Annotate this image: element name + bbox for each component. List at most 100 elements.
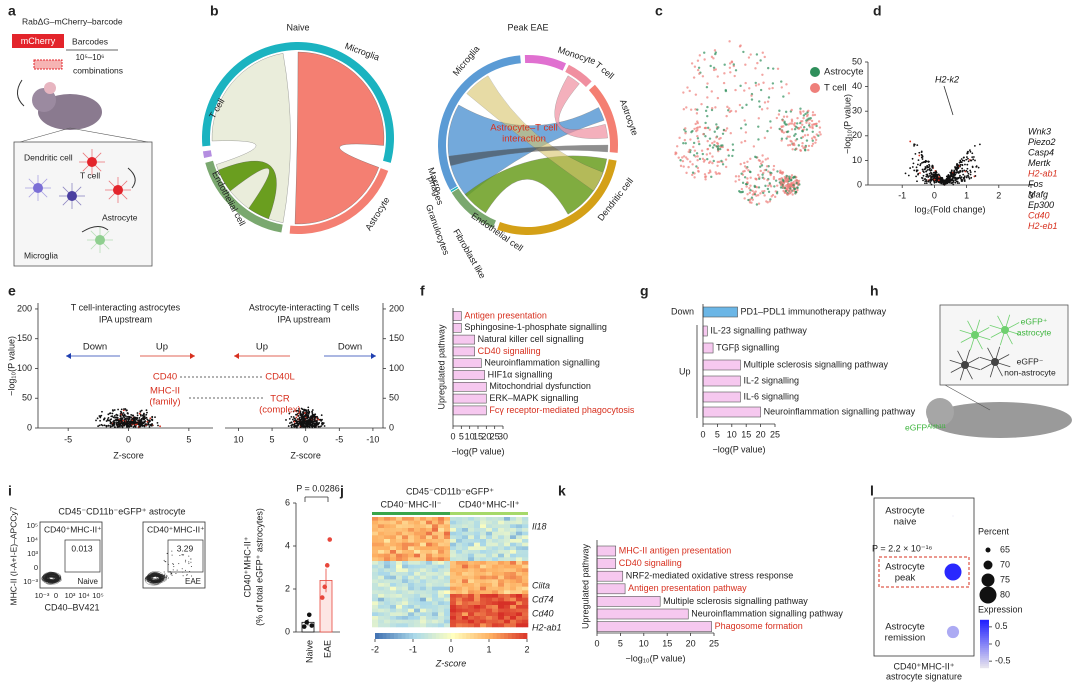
network-node	[689, 108, 693, 111]
colorbar-cell	[428, 633, 433, 639]
arrow-head	[371, 353, 376, 359]
network-node	[712, 66, 716, 69]
heatmap-cell	[486, 528, 493, 532]
network-node	[744, 131, 748, 134]
network-node	[768, 200, 772, 203]
network-node	[704, 175, 708, 178]
decorative-contour	[145, 574, 163, 582]
heatmap-cell	[390, 623, 397, 628]
decorative-dot	[916, 169, 919, 172]
decorative-dot	[166, 575, 168, 577]
heatmap-cell	[486, 531, 493, 536]
decorative-dot	[317, 425, 320, 428]
bar	[596, 621, 712, 632]
network-node	[801, 123, 804, 126]
network-node	[718, 172, 721, 175]
heatmap-cell	[378, 568, 385, 573]
heatmap-cell	[516, 605, 523, 609]
network-node	[781, 171, 785, 174]
heatmap-cell	[456, 542, 463, 547]
gate	[167, 539, 204, 573]
heatmap-cell	[510, 517, 517, 521]
heatmap-cell	[408, 594, 415, 598]
decorative-dot	[952, 179, 955, 182]
label: CD40⁺MHC-II⁺	[44, 524, 102, 534]
decorative-dot	[929, 181, 932, 184]
heatmap-cell	[510, 520, 517, 525]
decorative-dot	[925, 182, 928, 185]
decorative-dot	[295, 409, 298, 412]
decorative-dot	[114, 416, 116, 419]
heatmap-cell	[522, 520, 529, 525]
decorative-dot	[119, 410, 122, 413]
network-node	[811, 126, 814, 130]
label: P = 0.0286	[296, 483, 340, 493]
network-node	[716, 96, 720, 100]
heatmap-cell	[522, 623, 529, 628]
network-node	[756, 61, 759, 65]
decorative-dot	[299, 418, 301, 421]
heatmap-cell	[492, 524, 499, 529]
decorative-dot	[933, 178, 936, 181]
decorative-dot	[936, 173, 939, 176]
label: CD45⁻CD11b⁻eGFP⁺	[406, 486, 494, 496]
decorative-dot	[940, 181, 943, 183]
heatmap-cell	[396, 612, 403, 617]
heatmap-cell	[504, 546, 511, 551]
heatmap-cell	[420, 597, 427, 602]
chord-segment	[565, 64, 592, 88]
heatmap-cell	[372, 524, 379, 529]
decorative-dot	[125, 425, 128, 428]
network-node	[782, 115, 786, 118]
network-node	[765, 165, 769, 168]
heatmap-cell	[402, 616, 409, 620]
heatmap-cell	[408, 531, 415, 536]
network-node	[740, 141, 743, 144]
heatmap-cell	[414, 605, 421, 609]
network-node	[695, 152, 699, 155]
heatmap-cell	[420, 608, 427, 613]
decorative-dot	[319, 425, 321, 428]
heatmap-cell	[378, 539, 385, 543]
heatmap-cell	[456, 612, 463, 617]
heatmap-cell	[378, 612, 385, 617]
network-node	[684, 142, 687, 145]
network-node	[704, 178, 707, 181]
network-node	[785, 137, 788, 140]
heatmap-cell	[402, 528, 409, 532]
label: Up	[679, 366, 691, 376]
heatmap-cell	[522, 564, 529, 569]
network-node	[726, 105, 729, 109]
network-node	[711, 161, 714, 165]
network-node	[766, 100, 770, 103]
heatmap-cell	[420, 564, 427, 569]
heatmap-cell	[420, 616, 427, 620]
network-node	[795, 122, 799, 125]
heatmap-cell	[426, 623, 433, 628]
arrow-head	[66, 353, 71, 359]
decorative-dot	[919, 172, 921, 174]
heatmap-cell	[384, 575, 391, 580]
heatmap-cell	[378, 561, 385, 565]
heatmap-cell	[408, 561, 415, 565]
heatmap-cell	[462, 572, 469, 576]
heatmap-cell	[390, 557, 397, 562]
heatmap-cell	[444, 535, 451, 540]
heatmap-cell	[420, 619, 427, 624]
network-node	[799, 148, 802, 152]
heatmap-cell	[396, 605, 403, 609]
heatmap-cell	[408, 586, 415, 591]
decorative-dot	[304, 426, 307, 428]
network-node	[788, 143, 792, 147]
cell-icon	[95, 235, 105, 245]
decorative-dot	[140, 417, 143, 420]
gene-label: Ciita	[532, 580, 550, 590]
heatmap-cell	[372, 520, 379, 525]
network-node	[704, 135, 707, 138]
network-node	[758, 100, 761, 103]
heatmap-cell	[396, 568, 403, 573]
decorative-dot	[300, 421, 302, 424]
decorative-dot	[136, 412, 139, 414]
legend-marker	[810, 83, 820, 93]
decorative-dot	[293, 423, 295, 426]
